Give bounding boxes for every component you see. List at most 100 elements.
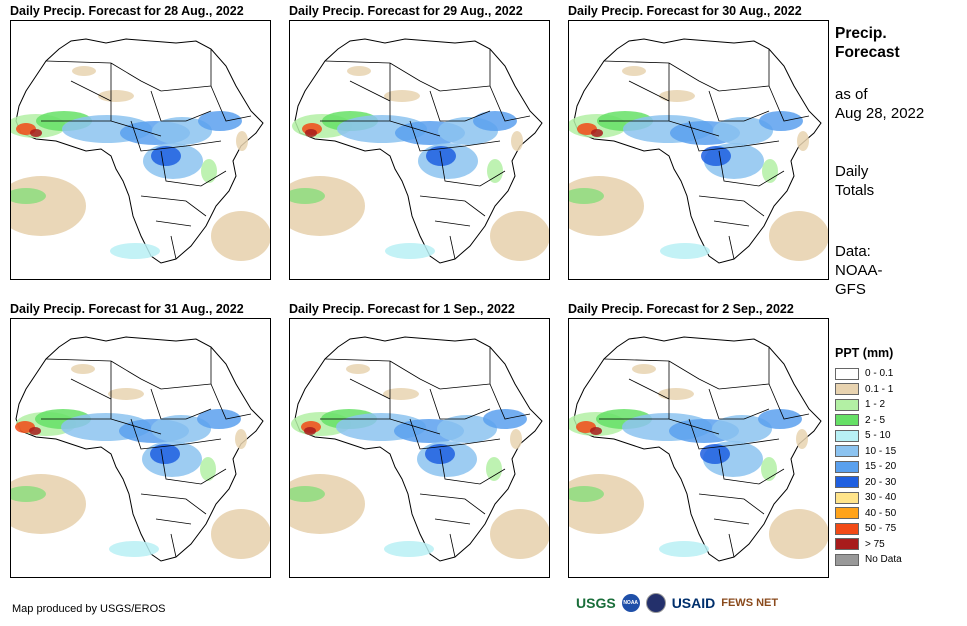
ocean-precip-area — [11, 486, 46, 502]
precip-area — [712, 415, 772, 443]
legend-label: 0 - 0.1 — [865, 368, 894, 380]
ocean-precip-area — [569, 486, 604, 502]
precip-area — [305, 129, 317, 137]
totals-line1: Daily — [835, 163, 869, 180]
legend-swatch — [835, 553, 859, 566]
forecast-map-2 — [289, 20, 550, 280]
data-source: Data: NOAA- GFS — [835, 242, 883, 299]
country-borders — [599, 347, 810, 558]
precip-area — [384, 541, 434, 557]
precip-area — [659, 90, 695, 102]
seal-icon — [645, 593, 666, 613]
precip-area — [29, 427, 41, 435]
precip-area — [425, 444, 455, 464]
map-canvas — [11, 21, 270, 279]
precip-area — [150, 444, 180, 464]
precip-area — [758, 409, 802, 429]
precip-area — [71, 364, 95, 374]
ocean-precip-area — [290, 486, 325, 502]
legend-label: 30 - 40 — [865, 492, 897, 504]
ocean-precip-area — [569, 188, 604, 204]
legend-title: PPT (mm) — [835, 346, 894, 360]
africa-outline — [294, 336, 543, 562]
precip-area — [759, 111, 803, 131]
legend-item: 15 - 20 — [835, 459, 902, 475]
africa-outline — [573, 336, 822, 562]
precip-area — [236, 131, 248, 151]
legend-label: No Data — [865, 554, 902, 566]
precip-area — [98, 90, 134, 102]
totals-line2: Totals — [835, 182, 875, 199]
legend-label: 20 - 30 — [865, 476, 897, 488]
panel-title-5: Daily Precip. Forecast for 1 Sep., 2022 — [289, 302, 515, 316]
panel-title-2: Daily Precip. Forecast for 29 Aug., 2022 — [289, 4, 523, 18]
legend-item: 0.1 - 1 — [835, 382, 902, 398]
precip-area — [486, 457, 502, 481]
africa-outline — [15, 336, 264, 562]
precip-area — [659, 541, 709, 557]
precip-area — [151, 146, 181, 166]
map-canvas — [569, 319, 828, 577]
usaid-logo: USAID — [671, 595, 716, 611]
ocean-precip-area — [490, 211, 549, 261]
legend-label: 5 - 10 — [865, 430, 891, 442]
ocean-precip-area — [769, 211, 828, 261]
precip-area — [660, 243, 710, 259]
ocean-precip-area — [211, 509, 270, 559]
legend-swatch — [835, 538, 859, 551]
legend-swatch — [835, 398, 859, 411]
forecast-map-3 — [568, 20, 829, 280]
map-canvas — [290, 21, 549, 279]
map-canvas — [290, 319, 549, 577]
legend-label: 2 - 5 — [865, 414, 886, 426]
country-borders — [320, 347, 531, 558]
legend-swatch — [835, 383, 859, 396]
side-heading-line1: Precip. — [835, 25, 887, 42]
daily-totals: Daily Totals — [835, 162, 874, 200]
ocean-precip-area — [490, 509, 549, 559]
legend-swatch — [835, 491, 859, 504]
precip-area — [198, 111, 242, 131]
precip-area — [201, 159, 217, 183]
fewsnet-logo: FEWS NET — [721, 597, 779, 609]
precip-area — [796, 429, 808, 449]
map-canvas — [569, 21, 828, 279]
legend-item: 0 - 0.1 — [835, 366, 902, 382]
legend-swatch — [835, 522, 859, 535]
legend-swatch — [835, 507, 859, 520]
side-heading-line2: Forecast — [835, 44, 900, 61]
side-heading: Precip. Forecast — [835, 24, 900, 62]
legend-label: 15 - 20 — [865, 461, 897, 473]
country-borders — [41, 49, 252, 260]
precip-area — [235, 429, 247, 449]
legend-label: 0.1 - 1 — [865, 383, 894, 395]
legend-label: > 75 — [865, 538, 885, 550]
legend-swatch — [835, 445, 859, 458]
precip-area — [437, 415, 497, 443]
country-borders — [599, 49, 810, 260]
legend-item: 1 - 2 — [835, 397, 902, 413]
precip-area — [797, 131, 809, 151]
precip-area — [701, 146, 731, 166]
usgs-logo: USGS — [576, 595, 616, 611]
legend-swatch — [835, 367, 859, 380]
precip-area — [590, 427, 602, 435]
ocean-precip-area — [290, 188, 325, 204]
precip-area — [108, 388, 144, 400]
precip-area — [110, 243, 160, 259]
precip-area — [487, 159, 503, 183]
precip-area — [151, 415, 211, 443]
precip-area — [346, 364, 370, 374]
precip-area — [383, 388, 419, 400]
forecast-map-4 — [10, 318, 271, 578]
africa-outline — [15, 38, 264, 264]
country-borders — [41, 347, 252, 558]
data-line1: Data: — [835, 243, 871, 260]
precip-area — [109, 541, 159, 557]
precip-area — [72, 66, 96, 76]
precip-area — [385, 243, 435, 259]
legend-item: 2 - 5 — [835, 413, 902, 429]
precip-area — [347, 66, 371, 76]
legend-swatch — [835, 429, 859, 442]
legend-item: > 75 — [835, 537, 902, 553]
